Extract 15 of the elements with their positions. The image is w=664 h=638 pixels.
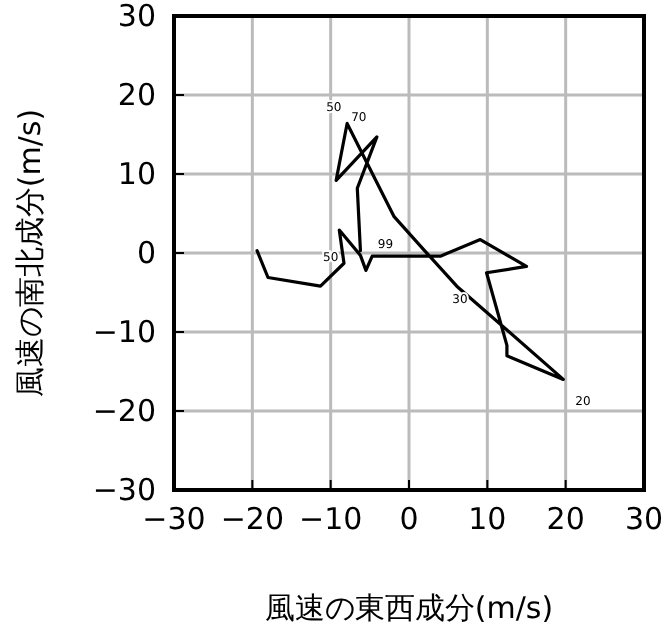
x-axis-title: 風速の東西成分(m/s)	[264, 590, 554, 626]
y-tick-label: 10	[117, 155, 156, 192]
x-tick-label: 20	[546, 501, 585, 538]
y-axis-title: 風速の南北成分(m/s)	[12, 108, 49, 398]
x-tick-label: −10	[299, 501, 363, 538]
x-tick-label: 30	[624, 501, 664, 538]
x-tick-label: 0	[399, 501, 419, 538]
y-tick-label: −20	[92, 392, 156, 429]
line-series	[255, 121, 565, 381]
x-tick-label: 10	[468, 501, 507, 538]
y-tick-label: 0	[136, 234, 156, 271]
y-tick-label: 30	[117, 0, 156, 34]
x-tick-label: −20	[220, 501, 284, 538]
y-tick-label: 20	[117, 76, 156, 113]
y-tick-label: −10	[92, 313, 156, 350]
